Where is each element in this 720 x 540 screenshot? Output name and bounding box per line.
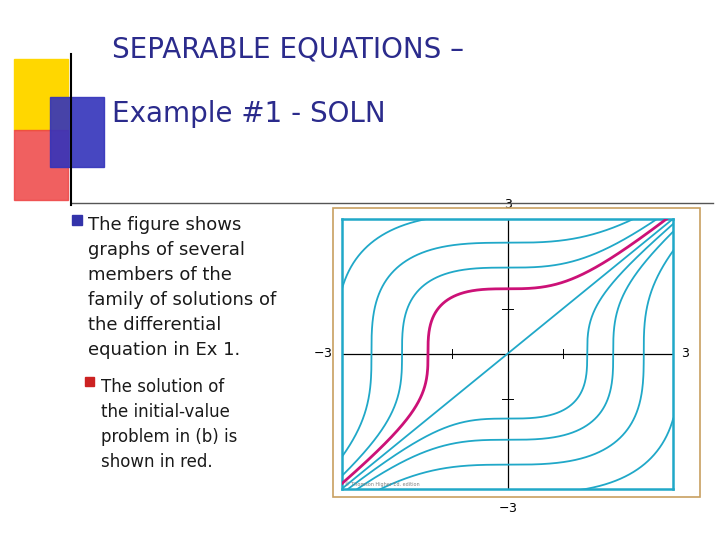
Text: 3: 3 xyxy=(504,198,511,211)
Text: Example #1 - SOLN: Example #1 - SOLN xyxy=(112,100,385,128)
Text: 3: 3 xyxy=(681,347,689,360)
Text: $-3$: $-3$ xyxy=(498,502,517,515)
Text: The figure shows
graphs of several
members of the
family of solutions of
the dif: The figure shows graphs of several membe… xyxy=(88,216,276,359)
Text: $-3$: $-3$ xyxy=(312,347,332,360)
Text: The solution of
the initial-value
problem in (b) is
shown in red.: The solution of the initial-value proble… xyxy=(101,378,237,471)
Text: SEPARABLE EQUATIONS –: SEPARABLE EQUATIONS – xyxy=(112,35,464,63)
Text: © Thomson Higher Ed. edition: © Thomson Higher Ed. edition xyxy=(345,482,419,487)
